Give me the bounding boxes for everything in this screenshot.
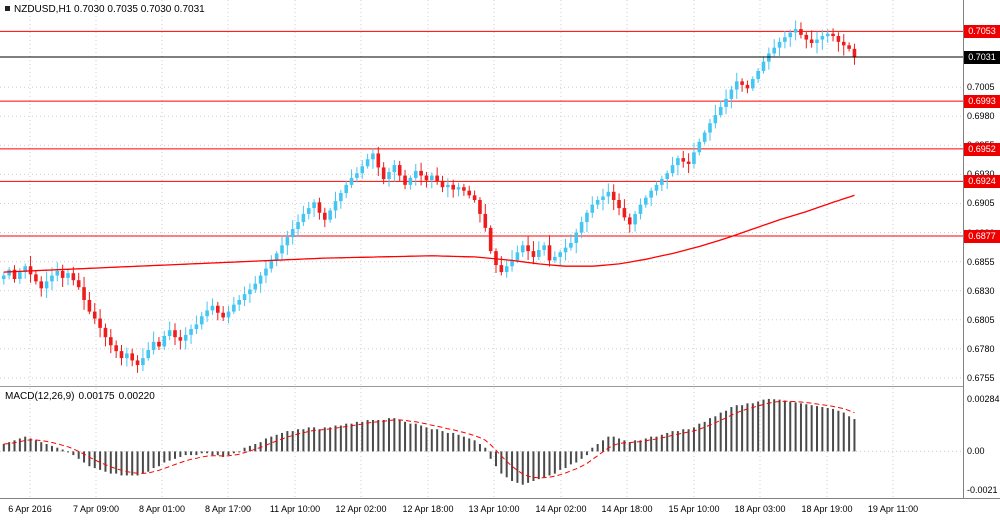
price-tick-label: 0.6830 <box>967 285 995 296</box>
time-label: 13 Apr 10:00 <box>468 504 520 514</box>
time-label: 6 Apr 2016 <box>8 504 52 514</box>
time-label: 15 Apr 10:00 <box>668 504 720 514</box>
macd-signal-line <box>3 400 855 479</box>
time-label: 7 Apr 09:00 <box>72 504 120 514</box>
sr-price-tag: 0.6877 <box>964 230 1000 244</box>
sr-price-tag: 0.7053 <box>964 25 1000 39</box>
sr-price-tag: 0.6993 <box>964 95 1000 109</box>
time-label: 18 Apr 19:00 <box>801 504 853 514</box>
candlestick-chart[interactable] <box>0 0 963 386</box>
symbol-period-label: NZDUSD,H1 <box>14 4 72 15</box>
time-label: 19 Apr 11:00 <box>867 504 919 514</box>
price-tick-label: 0.6930 <box>967 169 995 180</box>
macd-axis-label: -0.0021 <box>967 485 998 496</box>
time-label: 11 Apr 10:00 <box>269 504 321 514</box>
time-label: 8 Apr 01:00 <box>138 504 186 514</box>
moving-average-line <box>3 194 855 273</box>
price-tick-label: 0.6805 <box>967 314 995 325</box>
time-label: 8 Apr 17:00 <box>204 504 252 514</box>
price-tick-label: 0.6755 <box>967 372 995 383</box>
time-label: 12 Apr 18:00 <box>402 504 454 514</box>
time-label: 12 Apr 02:00 <box>335 504 387 514</box>
time-label: 14 Apr 02:00 <box>535 504 587 514</box>
ohlc-readout: 0.7030 0.7035 0.7030 0.7031 <box>74 4 205 15</box>
current-price-tag: 0.7031 <box>964 50 1000 64</box>
macd-name: MACD(12,26,9) <box>5 391 75 402</box>
price-tick-label: 0.6780 <box>967 343 995 354</box>
candles <box>2 20 857 373</box>
price-axis[interactable]: 0.70050.69800.69550.69300.69050.68800.68… <box>963 0 1000 498</box>
chart-title: NZDUSD,H1 0.7030 0.7035 0.7030 0.7031 <box>5 4 205 15</box>
macd-axis-label: 0.00 <box>967 446 985 457</box>
time-label: 18 Apr 03:00 <box>734 504 786 514</box>
chart-symbol-icon <box>5 6 10 11</box>
macd-indicator-pane[interactable] <box>0 388 963 498</box>
price-tick-label: 0.6905 <box>967 198 995 209</box>
sr-price-tag: 0.6952 <box>964 142 1000 156</box>
pane-divider[interactable] <box>0 386 963 387</box>
time-label: 14 Apr 18:00 <box>601 504 653 514</box>
macd-value: 0.00175 <box>78 391 115 402</box>
macd-signal-value: 0.00220 <box>118 391 155 402</box>
macd-histogram <box>2 398 856 485</box>
price-tick-label: 0.6855 <box>967 256 995 267</box>
price-tick-label: 0.6980 <box>967 111 995 122</box>
macd-indicator-label: MACD(12,26,9) 0.00175 0.00220 <box>5 391 159 402</box>
time-axis[interactable]: 6 Apr 2016 7 Apr 09:00 8 Apr 01:00 8 Apr 17… <box>0 498 1000 520</box>
macd-axis-label: 0.00284 <box>967 393 1000 404</box>
sr-price-tag: 0.6924 <box>964 175 1000 189</box>
price-tick-label: 0.7005 <box>967 82 995 93</box>
